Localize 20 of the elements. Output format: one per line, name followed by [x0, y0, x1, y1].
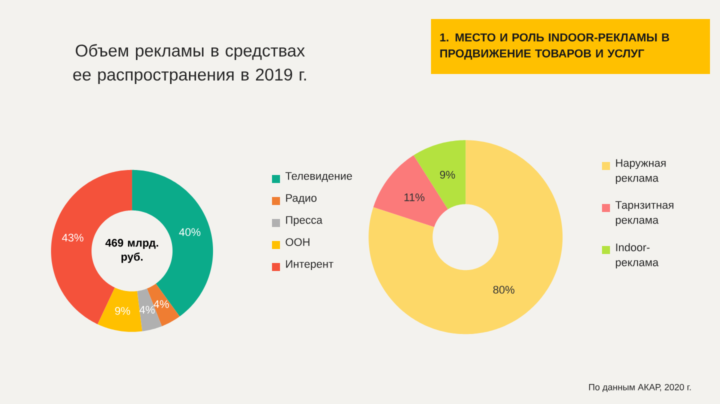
text: 469 млрд. руб. — [105, 238, 158, 263]
chart-title: 1. МЕСТО И РОЛЬ INDOOR-РЕКЛАМЫ В ПРОДВИЖЕНИЕ ТОВАРОВ И УСЛУГ — [440, 33, 670, 60]
legend-label: Телевидение — [285, 172, 352, 182]
legend-label: Наружная реклама — [616, 159, 666, 184]
data-label: 80% — [493, 286, 514, 294]
data-label: 4% — [139, 306, 155, 314]
legend-label: Интерент — [286, 260, 334, 270]
data-label: 43% — [62, 234, 84, 242]
legend-label: ООН — [286, 238, 310, 246]
legend-label: Тарнзитная реклама — [615, 201, 674, 226]
data-label: 9% — [440, 170, 456, 179]
legend-label: Indoor-реклама — [616, 243, 659, 268]
data-label: 9% — [115, 307, 130, 315]
data-label: 40% — [179, 228, 200, 236]
chart-title: Объем рекламы в средствах ее распространения в 2019 г. — [73, 44, 306, 84]
data-label: 4% — [154, 300, 169, 308]
legend-label: Радио — [286, 194, 317, 204]
legend-label: Пресса — [286, 216, 322, 226]
data-label: 11% — [404, 193, 424, 202]
text: По данным АКАР, 2020 г. — [589, 384, 691, 392]
